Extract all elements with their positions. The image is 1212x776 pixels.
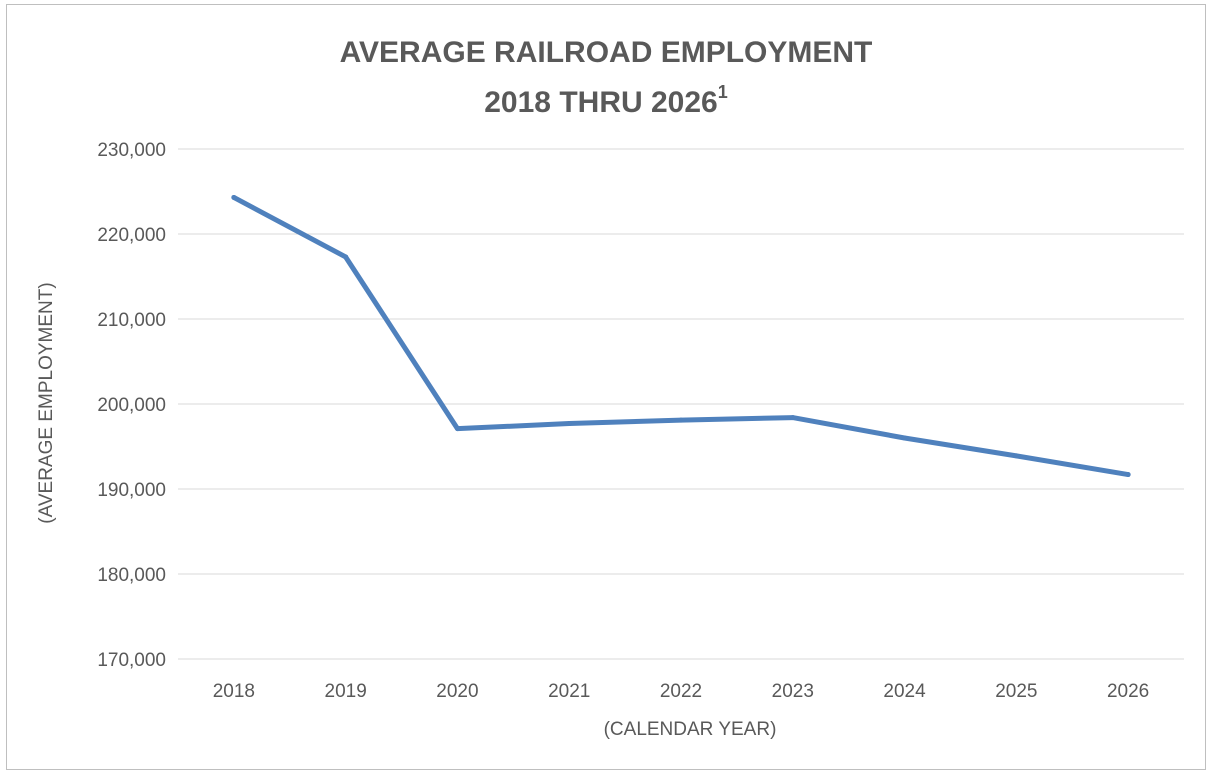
x-axis-label: (CALENDAR YEAR)	[604, 719, 777, 740]
data-point	[1125, 472, 1131, 478]
x-tick-label: 2021	[548, 681, 590, 702]
x-tick-label: 2020	[436, 681, 478, 702]
y-tick-label: 180,000	[97, 565, 166, 586]
series-line	[231, 194, 1131, 478]
y-tick-label: 190,000	[97, 480, 166, 501]
data-point	[790, 415, 796, 421]
data-point	[231, 194, 237, 200]
data-point	[1013, 453, 1019, 459]
y-tick-label: 230,000	[97, 140, 166, 161]
data-point	[678, 417, 684, 423]
series-layer	[231, 194, 1131, 478]
x-tick-label: 2018	[213, 681, 255, 702]
x-tick-label: 2022	[660, 681, 702, 702]
x-tick-label: 2026	[1107, 681, 1149, 702]
y-tick-label: 220,000	[97, 225, 166, 246]
y-axis-label: (AVERAGE EMPLOYMENT)	[36, 282, 57, 523]
y-axis-ticks: 170,000 180,000 190,000 200,000 210,000 220,0…	[97, 140, 166, 671]
data-point	[343, 254, 349, 260]
chart-title-line1: AVERAGE RAILROAD EMPLOYMENT	[340, 36, 873, 69]
y-tick-label: 170,000	[97, 650, 166, 671]
x-tick-label: 2024	[883, 681, 926, 702]
data-point	[566, 421, 572, 427]
data-point	[454, 426, 460, 432]
chart-frame	[6, 4, 1206, 770]
chart-title: AVERAGE RAILROAD EMPLOYMENT 2018 THRU 20…	[340, 36, 873, 119]
x-tick-label: 2025	[995, 681, 1037, 702]
gridlines	[178, 148, 1184, 660]
chart-title-line2-group: 2018 THRU 20261	[484, 82, 727, 119]
chart-title-line2: 2018 THRU 2026	[484, 86, 717, 119]
x-tick-label: 2023	[772, 681, 814, 702]
x-tick-label: 2019	[325, 681, 367, 702]
x-axis-ticks: 2018 2019 2020 2021 2022 2023 2024 2025 2026	[213, 681, 1150, 702]
y-tick-label: 210,000	[97, 310, 166, 331]
y-tick-label: 200,000	[97, 395, 166, 416]
data-point	[902, 435, 908, 441]
chart-title-superscript: 1	[718, 82, 728, 102]
